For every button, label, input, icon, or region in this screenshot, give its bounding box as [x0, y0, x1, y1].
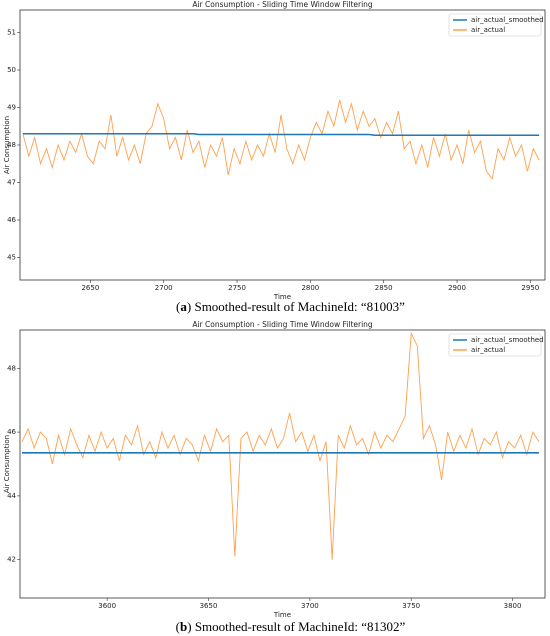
chart-title: Air Consumption - Sliding Time Window Fi…	[192, 320, 373, 329]
x-axis-label: Time	[273, 293, 291, 301]
legend-box	[448, 333, 542, 357]
x-tick-label: 3600	[98, 602, 116, 610]
chart-title: Air Consumption - Sliding Time Window Fi…	[192, 0, 373, 9]
caption: (a) Smoothed-result of MachineId: “81003…	[176, 299, 405, 314]
y-tick-label: 51	[7, 29, 16, 37]
y-tick-label: 48	[7, 141, 16, 149]
y-tick-label: 48	[7, 364, 16, 372]
y-tick-label: 50	[7, 66, 16, 74]
x-tick-label: 3700	[301, 602, 319, 610]
y-tick-label: 49	[7, 104, 16, 112]
y-tick-label: 46	[7, 428, 16, 436]
x-axis-label: Time	[273, 611, 291, 619]
y-tick-label: 47	[7, 179, 16, 187]
x-tick-label: 2900	[448, 284, 466, 292]
caption-part: ) Smoothed-result of MachineId: “81003”	[187, 299, 405, 314]
caption-part: a	[180, 299, 187, 314]
x-tick-label: 2950	[521, 284, 539, 292]
x-tick-label: 2700	[155, 284, 173, 292]
legend-box	[448, 13, 542, 37]
series-line	[22, 99, 540, 180]
x-tick-label: 2750	[228, 284, 246, 292]
x-tick-label: 3800	[504, 602, 522, 610]
x-tick-label: 2650	[81, 284, 99, 292]
y-axis-label: Air Consumption	[3, 116, 11, 174]
legend-label: air_actual_smoothed	[471, 16, 544, 24]
y-tick-label: 44	[7, 492, 16, 500]
caption-part: ) Smoothed-result of MachineId: “81302”	[187, 619, 405, 634]
x-tick-label: 2800	[301, 284, 319, 292]
series-line	[22, 132, 540, 137]
y-tick-label: 45	[7, 254, 16, 262]
plot-area	[19, 9, 546, 281]
x-tick-label: 3650	[200, 602, 218, 610]
legend-label: air_actual	[471, 26, 505, 34]
series-line	[21, 331, 540, 560]
caption-part: (	[176, 299, 180, 314]
y-tick-label: 46	[7, 216, 16, 224]
legend-label: air_actual_smoothed	[471, 336, 544, 344]
y-tick-label: 42	[7, 556, 16, 564]
caption-part: (	[176, 619, 180, 634]
x-tick-label: 2850	[375, 284, 393, 292]
y-axis-label: Air Consumption	[3, 435, 11, 493]
legend-label: air_actual	[471, 346, 505, 354]
caption: (b) Smoothed-result of MachineId: “81302…	[176, 619, 406, 634]
caption-part: b	[180, 619, 187, 634]
plot-area	[19, 329, 546, 599]
x-tick-label: 3750	[402, 602, 420, 610]
